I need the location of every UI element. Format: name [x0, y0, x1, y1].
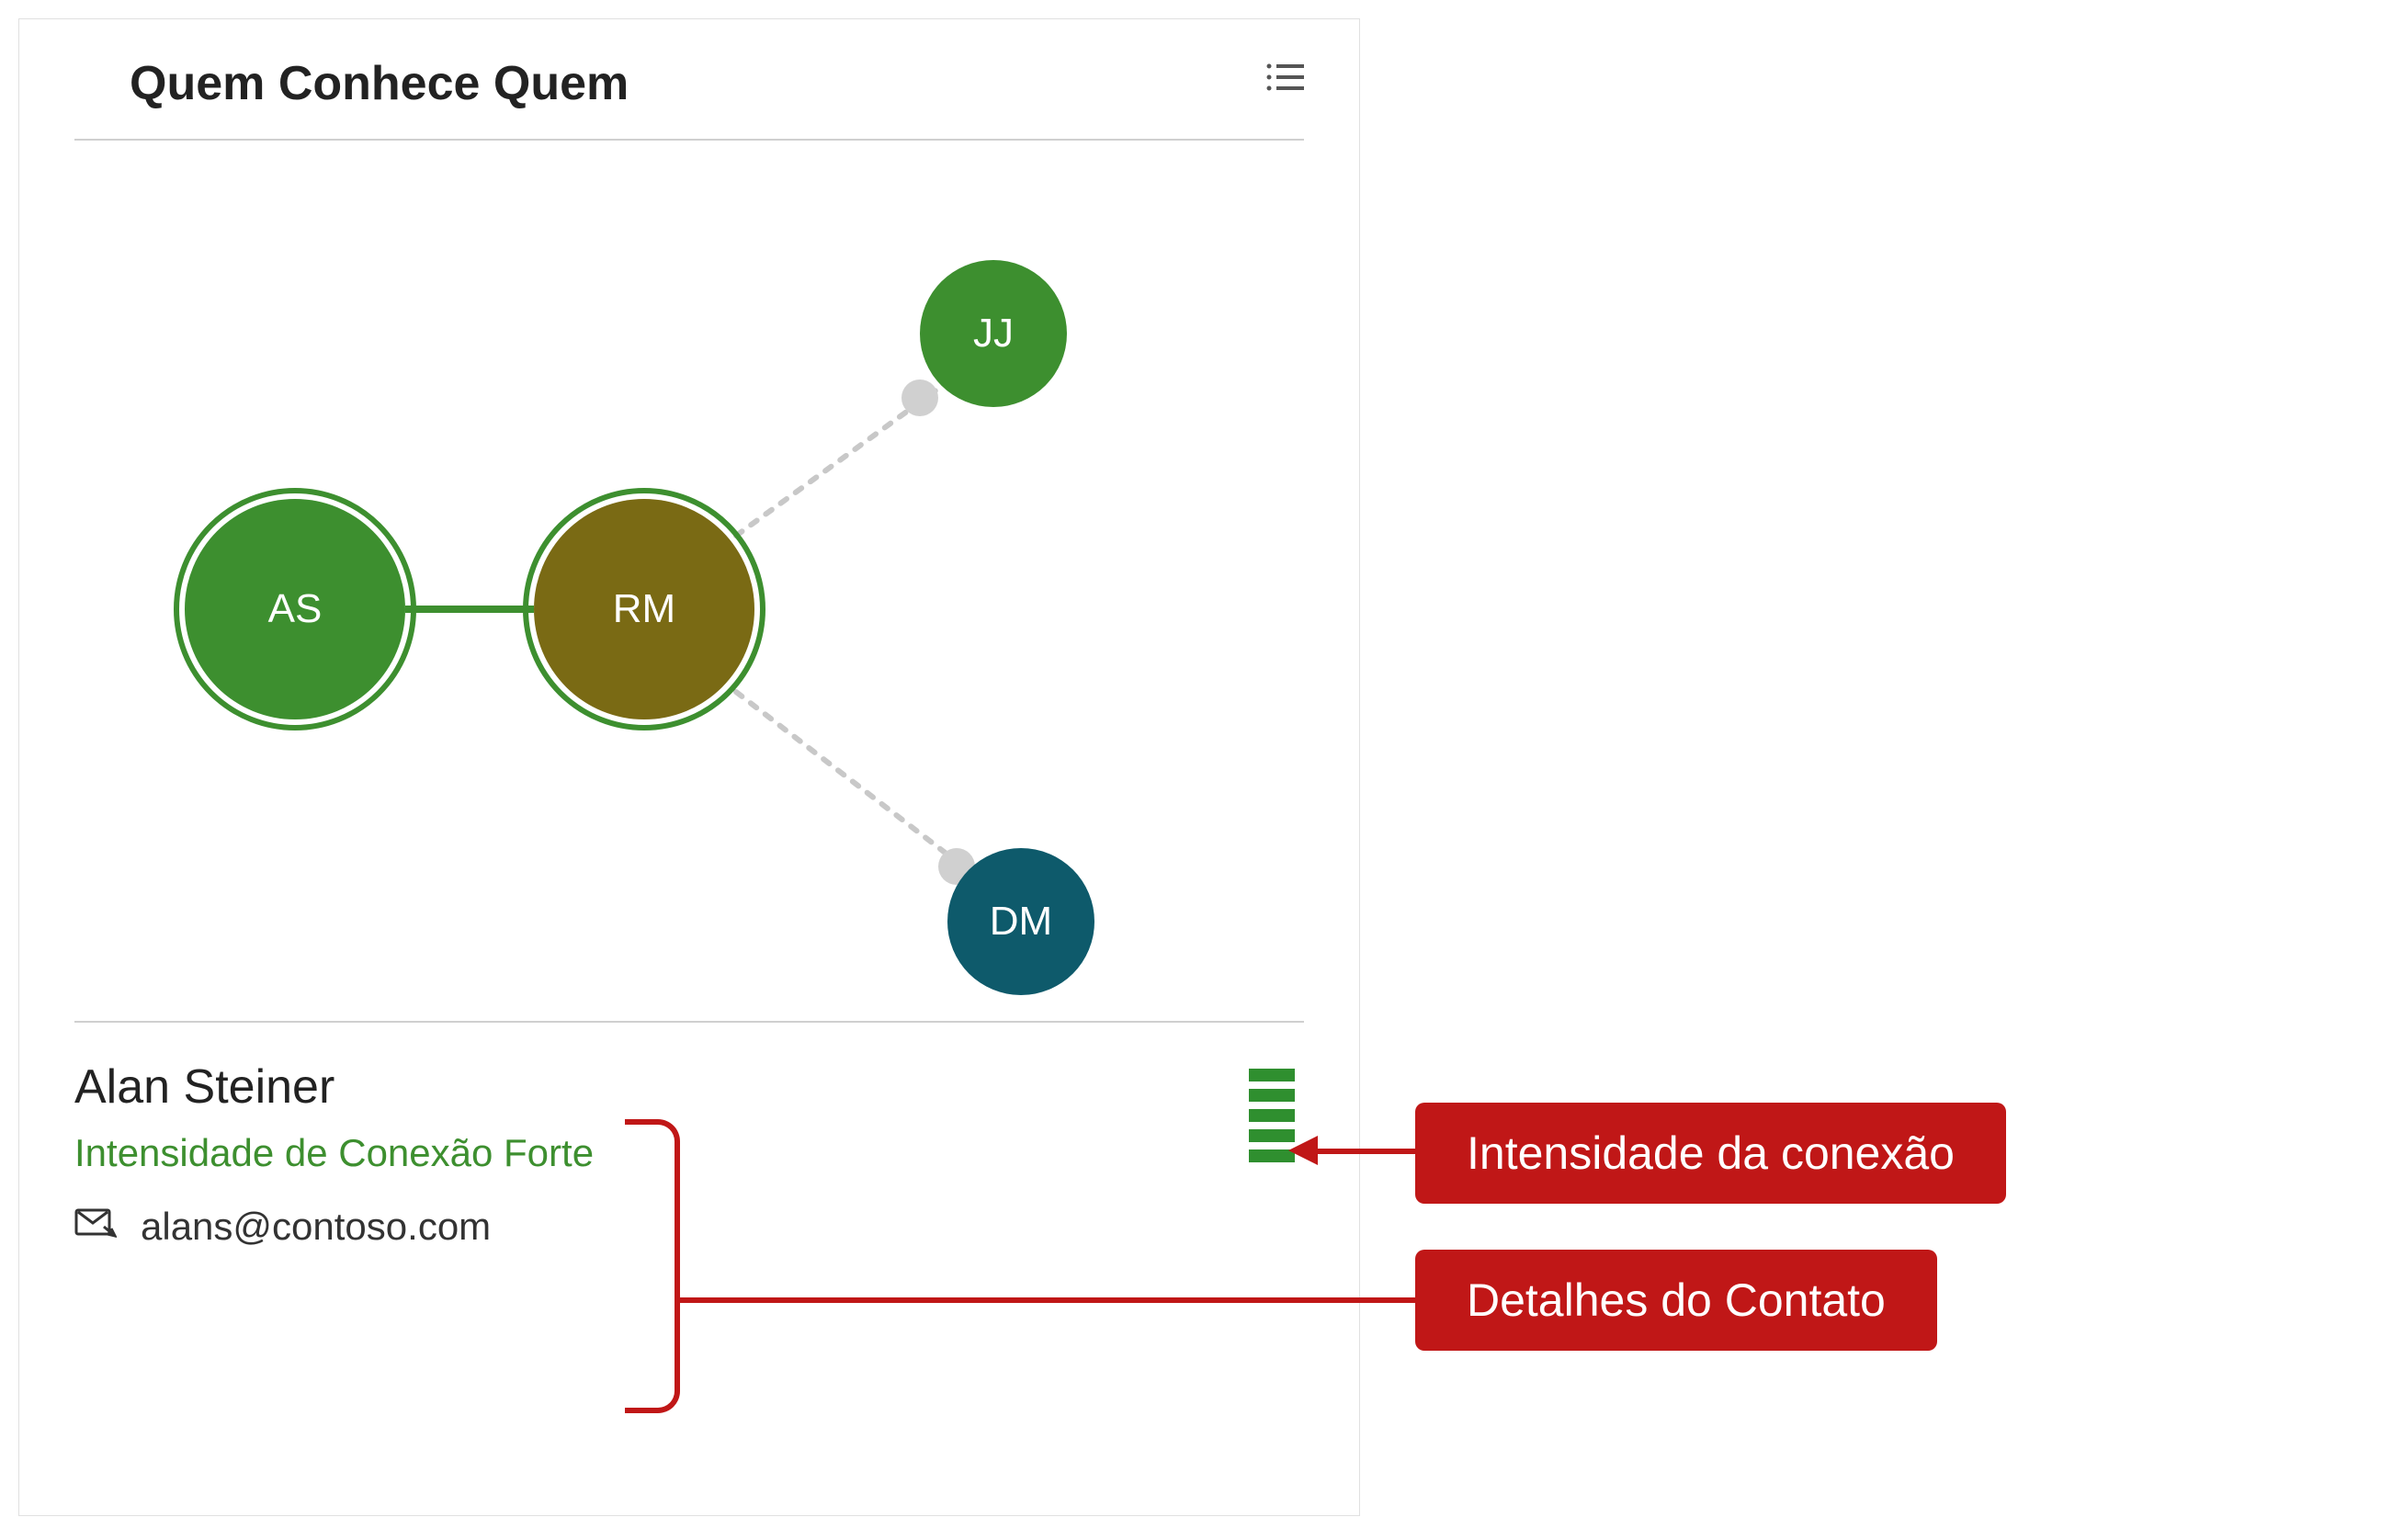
- node-rm[interactable]: RM: [534, 499, 754, 719]
- strength-bar: [1249, 1089, 1295, 1102]
- who-knows-whom-card: Quem Conhece Quem AS: [18, 18, 1360, 1516]
- node-as[interactable]: AS: [185, 499, 405, 719]
- node-label: AS: [268, 586, 323, 632]
- callout-details: Detalhes do Contato: [1415, 1250, 1937, 1351]
- annotation-arrow-line: [1314, 1149, 1415, 1154]
- card-header: Quem Conhece Quem: [74, 19, 1304, 141]
- email-icon: [74, 1205, 117, 1249]
- annotation-connector-line: [680, 1297, 1415, 1303]
- contact-email: alans@contoso.com: [141, 1205, 491, 1249]
- callout-intensity: Intensidade da conexão: [1415, 1103, 2006, 1204]
- callout-text: Intensidade da conexão: [1467, 1127, 1955, 1179]
- connector-dot: [901, 379, 938, 416]
- network-graph[interactable]: AS RM JJ DM: [74, 141, 1304, 1023]
- callout-text: Detalhes do Contato: [1467, 1274, 1886, 1326]
- node-jj[interactable]: JJ: [920, 260, 1067, 407]
- strength-bar: [1249, 1109, 1295, 1122]
- node-label: RM: [613, 586, 675, 632]
- contact-name: Alan Steiner: [74, 1059, 1304, 1115]
- contact-details: Alan Steiner Intensidade de Conexão Fort…: [19, 1023, 1359, 1285]
- contact-email-row[interactable]: alans@contoso.com: [74, 1205, 1304, 1249]
- card-title: Quem Conhece Quem: [130, 56, 1249, 111]
- node-label: DM: [990, 899, 1052, 945]
- strength-bar: [1249, 1069, 1295, 1081]
- annotation-bracket: [625, 1119, 680, 1413]
- node-label: JJ: [973, 311, 1014, 357]
- contact-strength-label: Intensidade de Conexão Forte: [74, 1131, 1304, 1175]
- arrow-head-icon: [1288, 1132, 1321, 1169]
- list-view-toggle-icon[interactable]: [1265, 61, 1304, 94]
- node-dm[interactable]: DM: [947, 848, 1094, 995]
